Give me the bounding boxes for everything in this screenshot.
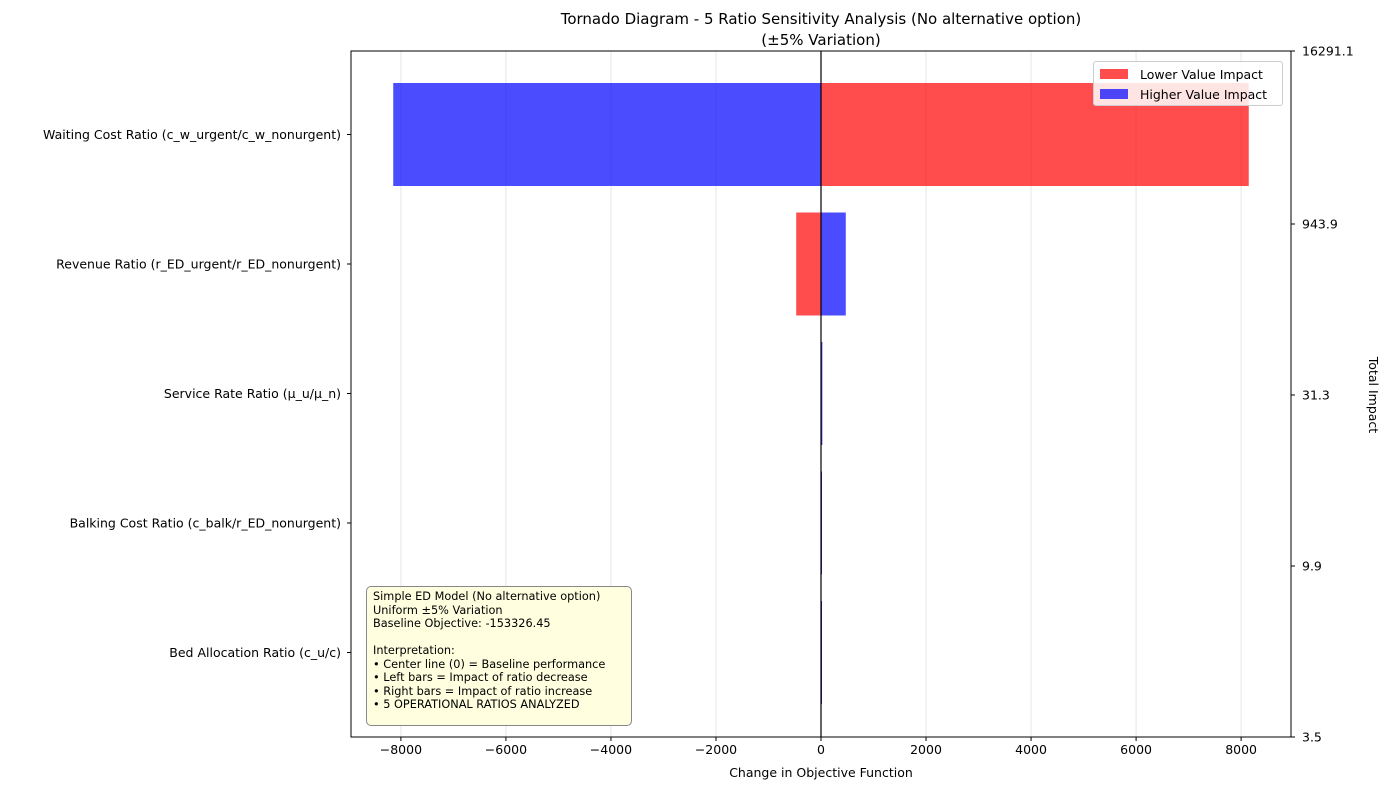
- y-tick-label: Balking Cost Ratio (c_balk/r_ED_nonurgen…: [70, 516, 341, 531]
- x-axis: −8000 −6000 −4000 −2000 0 2000 4000 6000 8000: [380, 737, 1257, 757]
- x-tick-label: −6000: [485, 742, 527, 757]
- right-tick-label: 16291.1: [1302, 44, 1354, 59]
- info-box: Simple ED Model (No alternative option) …: [366, 586, 632, 726]
- right-tick-label: 9.9: [1302, 559, 1322, 574]
- legend-item-lower: Lower Value Impact: [1100, 66, 1263, 82]
- legend-item-higher: Higher Value Impact: [1100, 86, 1267, 102]
- info-line: • Right bars = Impact of ratio increase: [373, 684, 593, 698]
- y-tick-label: Service Rate Ratio (μ_u/μ_n): [164, 386, 341, 401]
- info-line: • 5 OPERATIONAL RATIOS ANALYZED: [373, 698, 580, 711]
- chart-subtitle: (±5% Variation): [761, 31, 880, 49]
- info-line: Interpretation:: [373, 644, 455, 657]
- legend-swatch-higher: [1100, 89, 1128, 99]
- bar-higher: [393, 83, 821, 186]
- chart-title: Tornado Diagram - 5 Ratio Sensitivity An…: [560, 10, 1082, 28]
- x-tick-label: 6000: [1120, 742, 1152, 757]
- info-line: • Center line (0) = Baseline performance: [373, 657, 606, 671]
- bar-higher: [821, 342, 823, 445]
- right-tick-label: 943.9: [1302, 217, 1338, 232]
- x-tick-label: −8000: [380, 742, 422, 757]
- y-tick-label: Bed Allocation Ratio (c_u/c): [169, 645, 341, 660]
- legend-label-lower: Lower Value Impact: [1140, 66, 1263, 82]
- info-line: Uniform ±5% Variation: [373, 603, 503, 617]
- x-axis-label: Change in Objective Function: [729, 765, 913, 780]
- info-line: [373, 631, 625, 645]
- y-axis-left: Waiting Cost Ratio (c_w_urgent/c_w_nonur…: [43, 127, 351, 660]
- y-axis-right: 16291.1 943.9 31.3 9.9 3.5: [1291, 44, 1354, 745]
- info-line: Simple ED Model (No alternative option): [373, 590, 601, 603]
- x-tick-label: 8000: [1225, 742, 1257, 757]
- x-tick-label: −2000: [695, 742, 737, 757]
- x-tick-label: −4000: [590, 742, 632, 757]
- info-line: Baseline Objective: -153326.45: [373, 617, 551, 630]
- legend-swatch-lower: [1100, 69, 1128, 79]
- right-tick-label: 3.5: [1302, 730, 1322, 745]
- info-line: • Left bars = Impact of ratio decrease: [373, 671, 588, 684]
- y-tick-label: Waiting Cost Ratio (c_w_urgent/c_w_nonur…: [43, 127, 341, 142]
- x-tick-label: 4000: [1015, 742, 1047, 757]
- bar-higher: [821, 212, 846, 316]
- x-tick-label: 2000: [910, 742, 942, 757]
- right-axis-label: Total Impact: [1366, 356, 1381, 433]
- y-tick-label: Revenue Ratio (r_ED_urgent/r_ED_nonurgen…: [56, 257, 341, 272]
- right-tick-label: 31.3: [1302, 388, 1330, 403]
- legend-label-higher: Higher Value Impact: [1140, 86, 1268, 102]
- x-tick-label: 0: [817, 742, 825, 757]
- bar-lower: [796, 212, 821, 316]
- legend: Lower Value Impact Higher Value Impact: [1093, 61, 1283, 106]
